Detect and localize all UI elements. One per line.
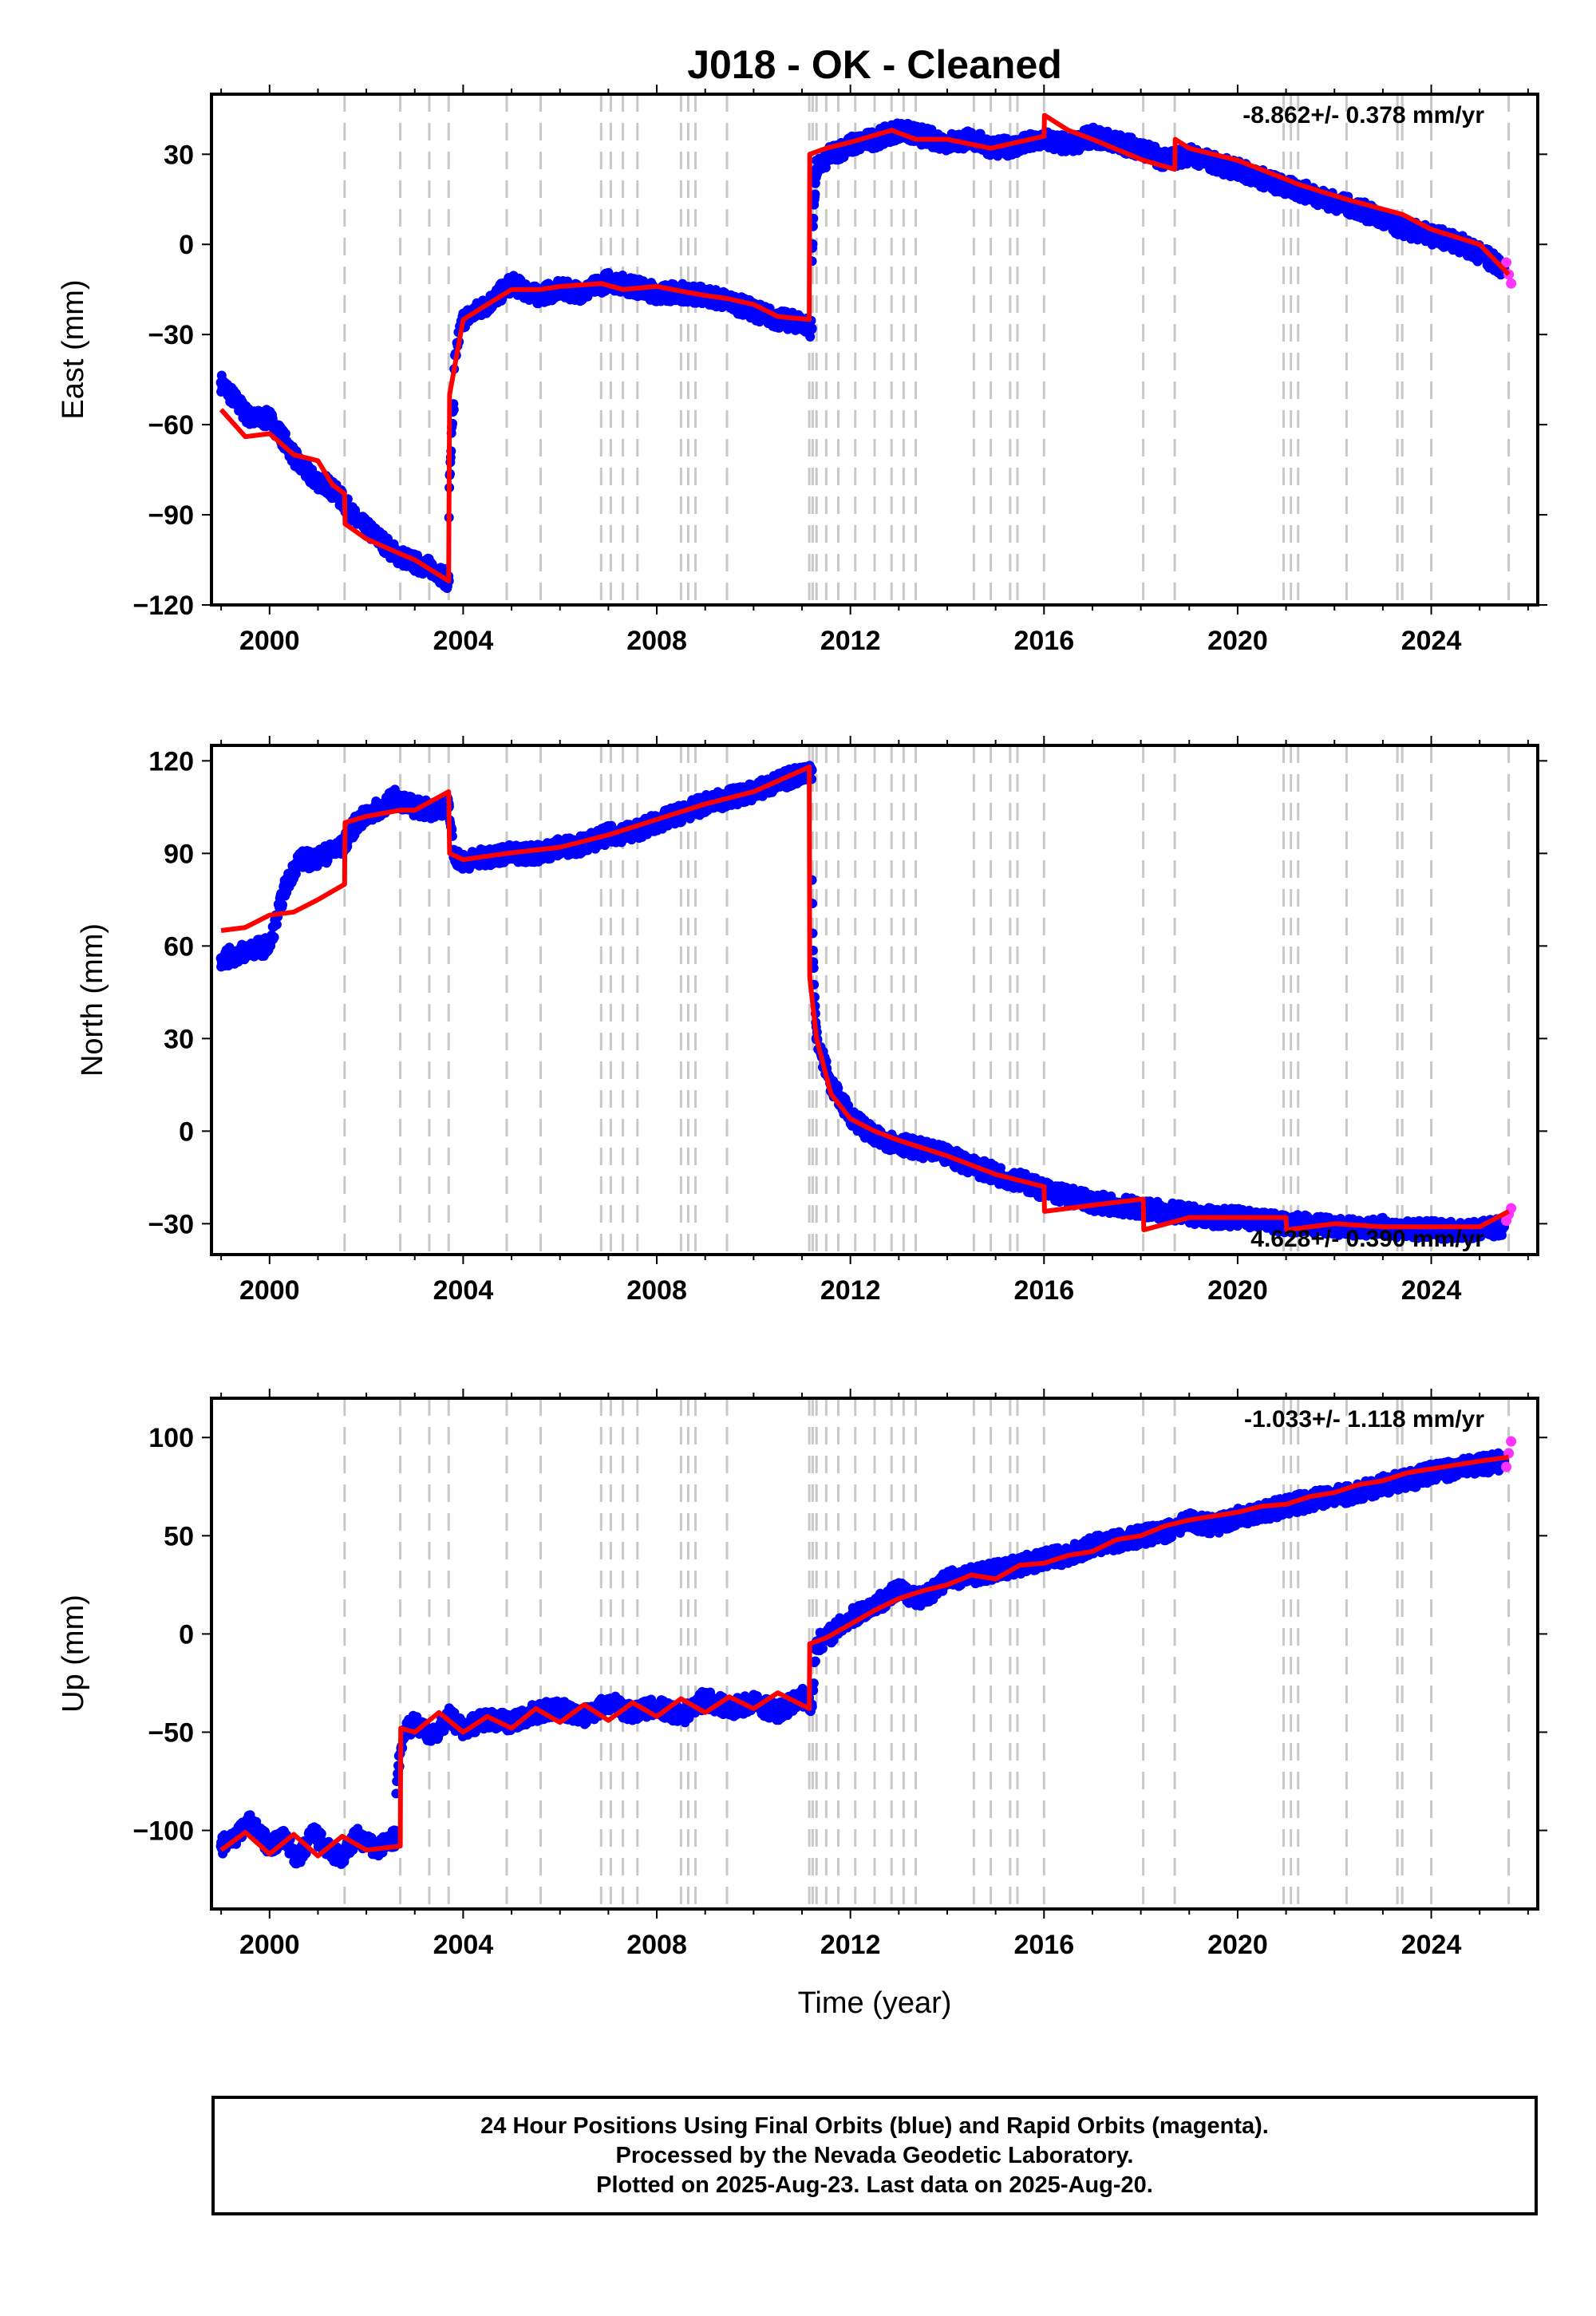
- final-orbit-point: [245, 413, 256, 425]
- final-orbit-point: [293, 458, 304, 469]
- rapid-orbit-point: [1506, 278, 1517, 289]
- panel-1: 2000 2004 2008 2012 2016 2020 2024 30 0 −30 −60 −90…: [57, 85, 1547, 656]
- model-fit-line: [219, 113, 1511, 583]
- final-orbit-point: [530, 290, 541, 301]
- x-tick-label: 2008: [626, 626, 687, 656]
- final-orbit-point: [1377, 215, 1389, 226]
- rapid-orbit-point: [1501, 257, 1512, 268]
- final-orbit-point: [271, 919, 282, 930]
- final-orbit-point: [1136, 143, 1147, 154]
- final-orbit-point: [1111, 136, 1122, 148]
- final-orbit-point: [810, 189, 820, 200]
- final-orbit-point: [1426, 230, 1437, 241]
- panel-2: 2000 2004 2008 2012 2016 2020 20241209060300−3…: [76, 736, 1547, 1306]
- x-tick-label: 2012: [820, 626, 881, 656]
- x-tick-label: 2024: [1401, 626, 1462, 656]
- final-orbit-point: [1474, 248, 1485, 259]
- y-tick-label: −90: [148, 500, 194, 531]
- final-orbit-point: [1183, 148, 1195, 160]
- y-tick-label: −30: [148, 320, 194, 350]
- x-tick-label: 2020: [1207, 626, 1268, 656]
- final-orbit-point: [677, 816, 686, 827]
- final-orbit-point: [806, 323, 817, 334]
- y-tick-label: −60: [148, 410, 194, 441]
- final-orbit-point: [370, 530, 381, 541]
- y-tick-label: 30: [164, 140, 194, 170]
- final-orbit-point: [1256, 172, 1267, 184]
- figure-title: J018 - OK - Cleaned: [687, 42, 1062, 87]
- final-orbit-point: [506, 278, 517, 289]
- final-orbit-point: [1063, 140, 1074, 151]
- final-orbit-point: [811, 164, 822, 175]
- x-tick-label: 2000: [239, 626, 300, 656]
- y-axis-label: East (mm): [57, 279, 90, 419]
- final-orbit-point: [1281, 182, 1292, 193]
- final-orbit-point: [579, 287, 590, 298]
- x-tick-label: 2004: [433, 626, 494, 656]
- final-orbit-point: [1208, 158, 1219, 169]
- final-orbit-point: [351, 516, 362, 527]
- final-orbit-point: [1159, 155, 1171, 166]
- final-orbit-point: [307, 473, 318, 484]
- final-orbit-point: [651, 287, 662, 298]
- final-orbit-point: [269, 932, 279, 943]
- final-orbit-point: [290, 869, 301, 879]
- plot-area: [215, 745, 1517, 1255]
- y-tick-label: 0: [179, 230, 194, 260]
- plot-frame: [210, 93, 1539, 607]
- final-orbit-point: [1329, 197, 1340, 208]
- x-tick-label: 2016: [1013, 626, 1074, 656]
- velocity-label: -8.862+/- 0.378 mm/yr: [1242, 102, 1484, 128]
- final-orbit-point: [805, 331, 816, 342]
- final-orbit-point: [278, 899, 287, 910]
- final-orbit-point: [230, 395, 241, 406]
- y-tick-label: −120: [132, 591, 194, 621]
- x-axis-label: Time (year): [798, 1986, 952, 2020]
- final-orbit-point: [215, 377, 227, 388]
- final-orbit-point: [264, 413, 275, 425]
- final-orbit-point: [1232, 164, 1243, 175]
- final-orbit-point: [825, 148, 836, 160]
- final-orbit-point: [1401, 223, 1412, 235]
- final-orbit-point: [843, 1101, 854, 1111]
- plot-area: [215, 94, 1517, 605]
